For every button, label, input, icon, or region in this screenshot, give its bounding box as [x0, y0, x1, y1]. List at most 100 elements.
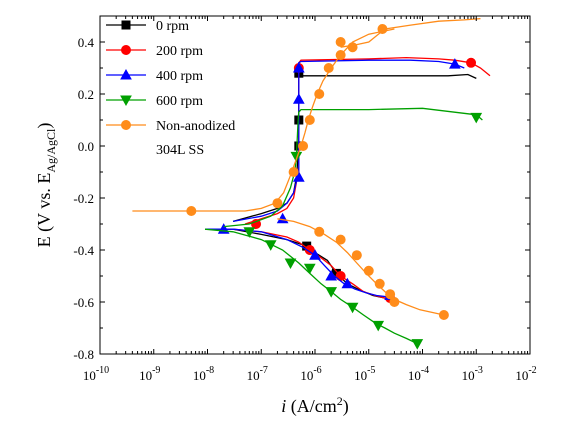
x-tick-label: 10-8 [193, 365, 214, 383]
x-tick-base: 10 [462, 368, 475, 383]
y-tick-label: -0.8 [73, 347, 94, 362]
data-point [186, 206, 197, 216]
x-tick-label: 10-5 [354, 365, 375, 383]
series-anodic-line [232, 73, 477, 223]
data-point [363, 265, 374, 276]
data-point [292, 61, 305, 73]
data-point [272, 198, 283, 209]
data-point [303, 263, 316, 275]
x-axis-ticks: 10-10 10-9 10-8 10-7 10-6 10-5 10-4 10-3 10-2 [83, 16, 537, 383]
x-tick-base: 10 [83, 368, 96, 383]
x-tick-label: 10-7 [247, 365, 268, 383]
legend-label: 200 rpm [156, 44, 203, 59]
data-point [470, 112, 483, 124]
legend-marker [120, 68, 132, 80]
legend-item-2: 400 rpm [106, 68, 203, 84]
x-tick-exponent: -2 [528, 365, 536, 376]
data-point [335, 37, 346, 47]
x-tick-base: 10 [408, 368, 421, 383]
x-tick-exponent: -9 [152, 365, 160, 376]
legend-item-4: Non-anodized 304L SS [106, 119, 235, 158]
data-point [335, 50, 346, 60]
x-tick-base: 10 [515, 368, 528, 383]
legend-marker [121, 120, 131, 130]
x-tick-label: 10-3 [462, 365, 483, 383]
x-axis-title-rest: (A/cm [286, 396, 336, 417]
x-tick-label: 10-2 [515, 365, 536, 383]
x-tick-base: 10 [247, 368, 260, 383]
x-tick-exponent: -7 [260, 365, 268, 376]
series-anodic-line [232, 59, 465, 223]
x-tick-base: 10 [139, 368, 152, 383]
data-point [292, 171, 305, 182]
data-point [389, 297, 400, 307]
series-layer [132, 17, 491, 350]
x-tick-exponent: -3 [475, 365, 483, 376]
x-tick-base: 10 [354, 368, 367, 383]
x-tick-exponent: -10 [96, 365, 109, 376]
data-point [325, 287, 338, 298]
x-tick-exponent: -4 [421, 365, 429, 376]
data-point [243, 227, 256, 238]
data-point [372, 320, 385, 332]
plot-area [99, 15, 531, 355]
x-tick-exponent: -5 [367, 365, 375, 376]
data-point [466, 57, 477, 68]
data-point [341, 277, 354, 289]
y-tick-label: 0.4 [78, 35, 95, 50]
data-point [304, 245, 315, 255]
x-axis-title-end: ) [343, 396, 349, 417]
data-point [411, 339, 424, 350]
data-point [264, 240, 277, 251]
data-point [298, 141, 309, 151]
plot-frame [99, 15, 531, 355]
data-point [335, 234, 346, 245]
data-point [276, 212, 289, 224]
data-point [290, 151, 303, 163]
data-point [314, 226, 325, 237]
data-point [292, 93, 305, 104]
data-point [385, 289, 396, 300]
x-tick-label: 10-9 [139, 365, 160, 383]
data-point [374, 278, 385, 289]
legend-label: 0 rpm [156, 19, 189, 34]
legend-marker [121, 20, 131, 30]
series-2 [205, 58, 465, 300]
series-anodic-line [223, 107, 483, 228]
data-point [325, 269, 338, 281]
data-point [323, 63, 334, 73]
x-tick-label: 10-6 [300, 365, 321, 383]
data-point [304, 115, 315, 125]
legend-label: Non-anodized [156, 119, 235, 134]
series-branch-line [340, 17, 481, 48]
series-anodic-line [244, 56, 491, 225]
data-point [314, 89, 325, 99]
series-4 [132, 17, 481, 320]
x-tick-exponent: -6 [313, 365, 321, 376]
legend-marker [120, 95, 132, 107]
legend-item-3: 600 rpm [106, 94, 203, 109]
legend-marker [121, 45, 131, 55]
x-axis-title-italic: i [281, 396, 286, 416]
x-tick-label: 10-4 [408, 365, 429, 383]
x-tick-base: 10 [300, 368, 313, 383]
data-point [377, 24, 388, 34]
legend-item-1: 200 rpm [106, 44, 203, 59]
y-axis-ticks: -0.8 -0.6 -0.4 -0.2 0.0 0.2 0.4 [73, 15, 530, 362]
x-axis-title: i (A/cm2) [281, 394, 349, 417]
series-0 [207, 68, 477, 301]
y-tick-label: -0.6 [73, 295, 94, 310]
series-1 [205, 56, 491, 304]
data-point [309, 249, 321, 260]
legend-label: 304L SS [156, 143, 204, 158]
data-point [347, 42, 358, 53]
y-tick-label: -0.4 [73, 243, 94, 258]
legend-label: 600 rpm [156, 94, 203, 109]
x-axis-title-sup: 2 [337, 394, 343, 408]
data-point [284, 258, 297, 270]
x-tick-exponent: -8 [206, 365, 214, 376]
data-point [351, 250, 362, 261]
data-point [438, 310, 449, 320]
data-point [449, 58, 461, 69]
